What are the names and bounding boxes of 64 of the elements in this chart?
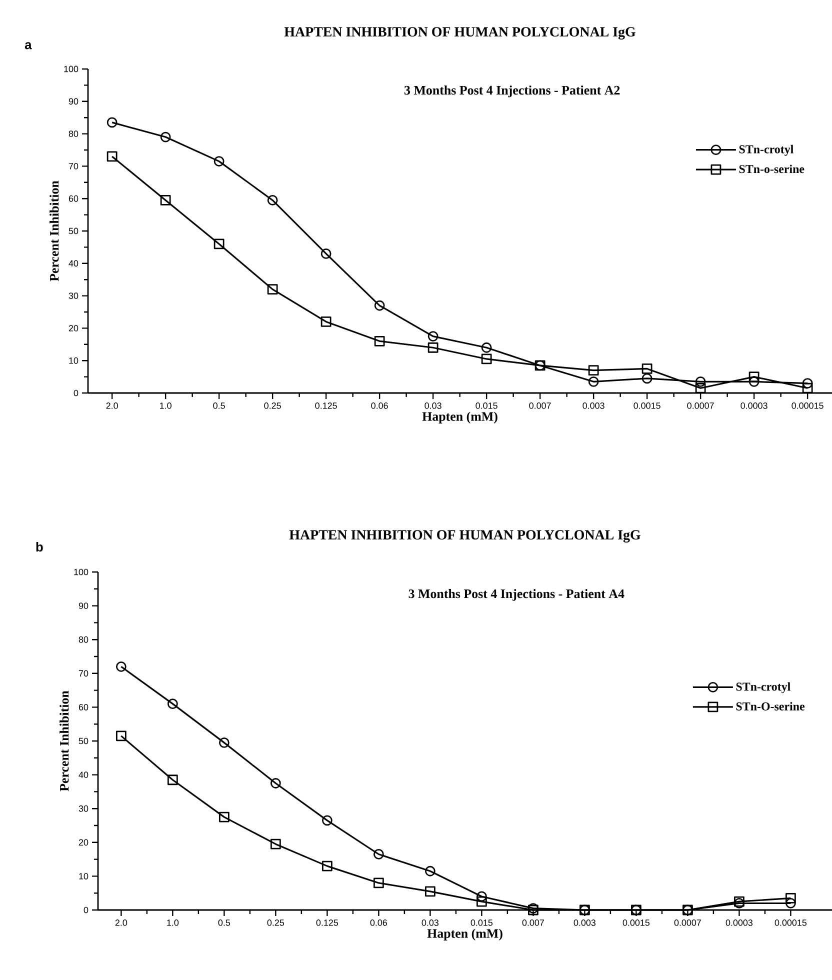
y-tick-label: 10 <box>69 357 78 364</box>
x-tick-label: 0.06 <box>370 920 388 926</box>
y-tick-label: 10 <box>79 873 88 880</box>
x-tick-label: 0.0007 <box>674 920 701 926</box>
y-tick-label: 0 <box>74 390 78 396</box>
y-tick-label: 40 <box>78 772 88 778</box>
x-tick-label: 0.125 <box>316 920 338 926</box>
x-tick-label: 0.007 <box>522 920 544 926</box>
y-tick-label: 90 <box>68 98 78 105</box>
legend-label: STn-crotyl <box>736 682 790 694</box>
x-tick-label: 0.007 <box>529 402 551 409</box>
y-tick-label: 60 <box>78 704 88 710</box>
x-tick-label: 0.00015 <box>774 920 807 926</box>
x-tick-label: 0.015 <box>470 920 493 926</box>
x-tick-label: 0.0015 <box>622 920 650 926</box>
y-tick-label: 70 <box>78 670 88 677</box>
x-tick-label: 0.0015 <box>634 402 660 409</box>
x-tick-label: 1.0 <box>167 920 179 926</box>
y-tick-label: 100 <box>74 568 88 576</box>
x-tick-label: 0.0007 <box>687 402 714 409</box>
x-tick-label: 0.125 <box>315 402 337 409</box>
x-axis-title: Hapten (mM) <box>422 412 498 424</box>
y-axis-title: Percent Inhibition <box>60 690 69 792</box>
text: 3 Months Post 4 Injections - Patient A4 <box>408 589 624 601</box>
chart-title: HAPTEN INHIBITION OF HUMAN POLYCLONAL IgG <box>289 530 640 542</box>
y-tick-label: 100 <box>64 66 78 72</box>
x-tick-label: 2.0 <box>115 920 128 926</box>
y-axis-title: Percent Inhibition <box>50 180 59 282</box>
legend-label: STn-crotyl <box>739 144 794 156</box>
x-tick-label: 0.003 <box>574 920 596 926</box>
x-tick-label: 0.25 <box>264 402 281 409</box>
x-tick-label: 0.5 <box>218 920 230 926</box>
y-tick-label: 30 <box>78 805 88 812</box>
text: 3 Months Post 4 Injections - Patient A2 <box>404 85 620 98</box>
legend-label: STn-o-serine <box>739 164 804 174</box>
y-tick-label: 90 <box>78 602 88 609</box>
x-tick-label: 1.0 <box>160 402 172 409</box>
x-tick-label: 0.015 <box>476 402 498 409</box>
x-tick-label: 2.0 <box>106 402 118 409</box>
chart-title: HAPTEN INHIBITION OF HUMAN POLYCLONAL IgG <box>284 27 636 40</box>
y-tick-label: 80 <box>68 130 78 137</box>
y-tick-label: 70 <box>68 163 78 170</box>
y-tick-label: 50 <box>78 738 88 744</box>
x-tick-label: 0.25 <box>267 920 284 926</box>
x-tick-label: 0.03 <box>424 402 442 409</box>
y-tick-label: 20 <box>68 325 78 332</box>
x-tick-label: 0.0003 <box>726 920 753 926</box>
x-tick-label: 0.5 <box>213 402 225 409</box>
legend-label: STn-O-serine <box>736 702 804 710</box>
x-axis-title: Hapten (mM) <box>427 928 502 940</box>
text: b <box>36 542 43 552</box>
y-tick-label: 40 <box>68 260 78 267</box>
y-tick-label: 20 <box>78 839 88 846</box>
x-tick-label: 0.0003 <box>740 402 768 409</box>
y-tick-label: 30 <box>68 292 78 299</box>
text: a <box>24 42 32 50</box>
x-tick-label: 0.00015 <box>792 402 824 409</box>
y-tick-label: 50 <box>68 228 78 234</box>
y-tick-label: 60 <box>68 195 78 202</box>
x-tick-label: 0.06 <box>371 402 388 409</box>
x-tick-label: 0.03 <box>422 920 439 926</box>
x-tick-label: 0.003 <box>582 402 604 409</box>
y-tick-label: 0 <box>84 906 88 914</box>
y-tick-label: 80 <box>78 636 88 643</box>
